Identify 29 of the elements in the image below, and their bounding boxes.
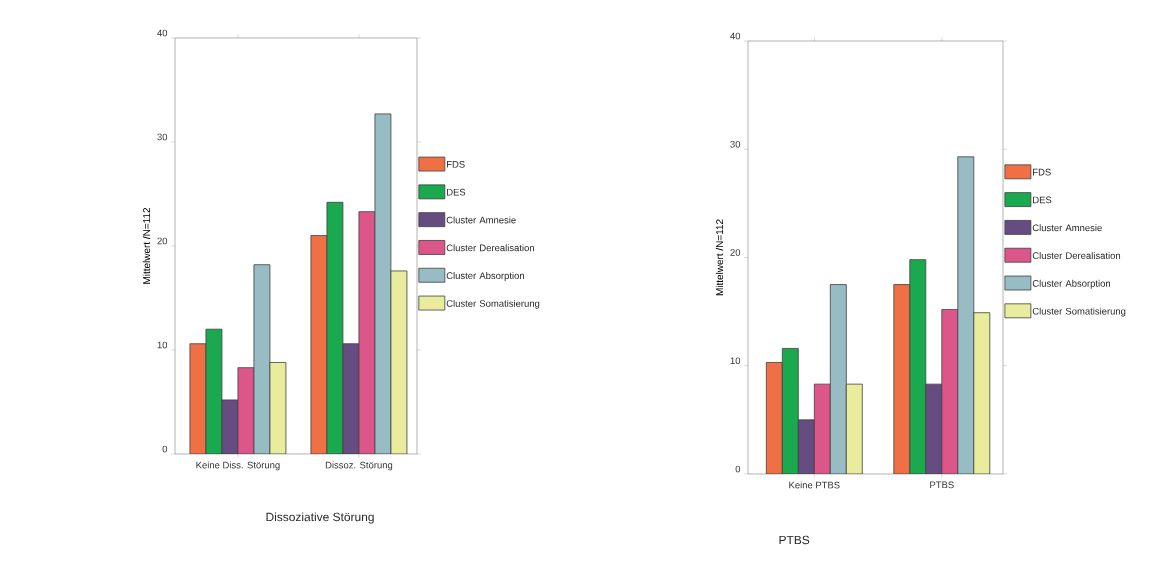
y-tick-label: 0	[735, 465, 741, 473]
y-tick-label: 0	[162, 445, 168, 453]
y-tick-label: 40	[157, 29, 168, 37]
y-tick-label: 30	[730, 140, 741, 148]
legend-label: Cluster Absorption	[1032, 279, 1111, 289]
x-tick-label: Keine PTBS	[789, 481, 840, 489]
legend-label: FDS	[1033, 168, 1051, 176]
y-axis-title: Mittelwert /N=112	[142, 207, 151, 284]
y-tick-label: 20	[730, 249, 741, 256]
y-tick-label: 20	[157, 237, 168, 245]
legend-label: Cluster Absorption	[446, 272, 524, 281]
legend-label: Cluster Amnesie	[446, 216, 516, 224]
y-tick-label: 30	[157, 133, 168, 141]
x-tick-label: Keine Diss. Störung	[196, 461, 280, 471]
legend-label: Cluster Amnesie	[1032, 224, 1102, 232]
legend-label: DES	[1033, 196, 1052, 204]
x-axis-title: PTBS	[779, 535, 810, 545]
x-axis-title: Dissoziative Störung	[266, 512, 374, 524]
legend-label: FDS	[447, 161, 465, 168]
legend-label: Cluster Derealisation	[1032, 252, 1121, 259]
legend-label: Cluster Somatisierung	[446, 299, 540, 309]
y-tick-label: 40	[730, 32, 741, 40]
x-tick-label: Dissoz. Störung	[325, 461, 393, 471]
y-tick-label: 10	[157, 341, 168, 349]
legend-label: DES	[447, 188, 466, 196]
legend-label: Cluster Derealisation	[446, 244, 534, 252]
legend-label: Cluster Somatisierung	[1032, 307, 1126, 317]
y-axis-title: Mittelwert /N=112	[715, 219, 724, 296]
y-tick-label: 10	[730, 357, 741, 365]
